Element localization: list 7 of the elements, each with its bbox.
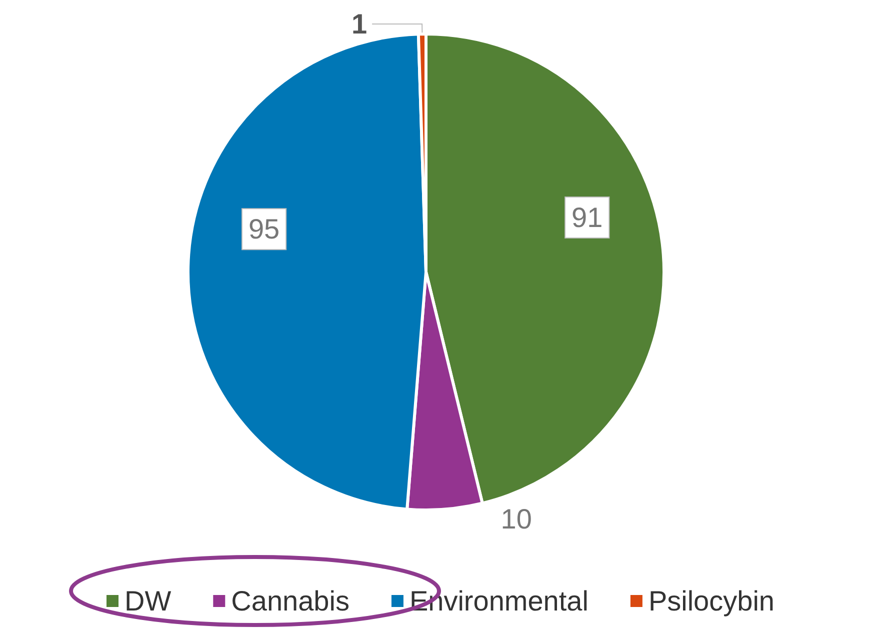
legend-label: DW: [124, 586, 172, 616]
legend-label: Cannabis: [231, 586, 350, 616]
legend-label: Psilocybin: [648, 586, 774, 616]
data-label: 10: [500, 504, 532, 535]
data-label: 91: [572, 202, 603, 233]
data-label: 95: [248, 214, 280, 245]
data-label: 1: [351, 8, 368, 40]
